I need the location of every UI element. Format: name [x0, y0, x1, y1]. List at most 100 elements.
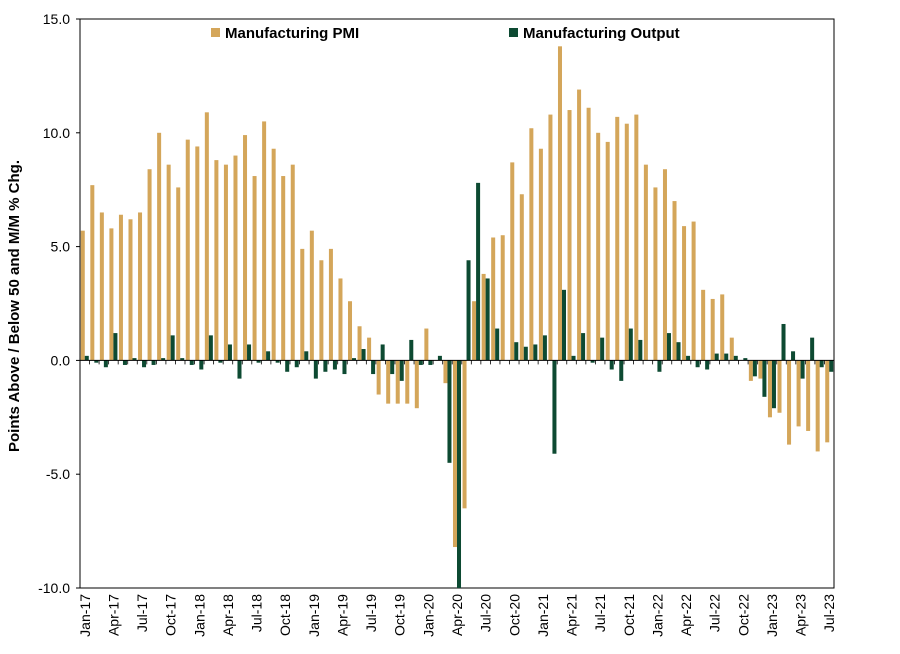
pmi-bar: [672, 201, 677, 361]
pmi-bar: [376, 360, 381, 395]
output-bar: [638, 339, 643, 361]
x-axis: Jan-17 Apr-17 Jul-17 Oct-17 Jan-18 Apr-18 Jul-…: [77, 359, 837, 637]
output-bar: [103, 360, 108, 368]
output-bar: [810, 337, 815, 361]
x-tick-label: Apr-19: [334, 594, 350, 636]
output-bar: [437, 355, 442, 361]
pmi-bar: [567, 110, 572, 361]
x-tick-label: Apr-22: [678, 594, 694, 636]
pmi-bar: [662, 169, 667, 361]
pmi-bar: [691, 221, 696, 361]
legend-label-pmi: Manufacturing PMI: [225, 25, 359, 42]
output-bar: [695, 360, 700, 368]
pmi-bar: [500, 235, 505, 361]
x-tick-label: Jul-18: [249, 594, 265, 632]
output-bar: [237, 360, 242, 379]
output-bar: [208, 335, 213, 361]
output-bar: [819, 360, 824, 368]
pmi-bar: [729, 337, 734, 361]
pmi-bar: [99, 212, 104, 361]
pmi-bar: [481, 273, 486, 361]
pmi-bar: [395, 360, 400, 404]
pmi-bar: [796, 360, 801, 427]
x-tick-label: Apr-23: [793, 594, 809, 636]
output-bar: [380, 344, 385, 361]
output-bar: [399, 360, 404, 381]
pmi-bar: [472, 301, 477, 361]
pmi-bar: [815, 360, 820, 452]
pmi-bar: [586, 107, 591, 361]
output-bar: [485, 278, 490, 361]
pmi-bar: [615, 116, 620, 361]
output-bar: [533, 344, 538, 361]
x-tick-label: Oct-22: [735, 594, 751, 636]
pmi-bar: [300, 248, 305, 361]
pmi-bar: [634, 114, 639, 361]
legend: Manufacturing PMI Manufacturing Output: [211, 25, 680, 42]
pmi-bar: [596, 132, 601, 361]
output-bar: [285, 360, 290, 372]
x-tick-label: Jul-21: [592, 594, 608, 632]
pmi-bar: [519, 194, 524, 361]
output-bar: [304, 351, 309, 361]
output-bar: [752, 360, 757, 377]
output-bar: [666, 333, 671, 361]
pmi-bar: [653, 187, 658, 361]
pmi-bar: [557, 46, 562, 361]
output-bar: [628, 328, 633, 361]
y-tick-label: 0.0: [51, 352, 71, 368]
output-bar: [590, 360, 595, 363]
pmi-bar: [281, 176, 286, 361]
pmi-bar: [223, 164, 228, 361]
y-tick-label: -10.0: [38, 580, 70, 596]
x-tick-label: Apr-17: [105, 594, 121, 636]
output-bar: [151, 360, 156, 365]
pmi-bar: [452, 360, 457, 548]
output-bar: [113, 333, 118, 361]
x-tick-label: Jul-23: [821, 594, 837, 632]
output-bar: [743, 358, 748, 361]
output-bar: [542, 335, 547, 361]
output-bar: [523, 346, 528, 361]
y-axis: -10.0 -5.0 0.0 5.0 10.0 15.0: [38, 11, 80, 596]
pmi-bar: [80, 230, 85, 361]
pmi-bar: [138, 212, 143, 361]
pmi-bar: [338, 278, 343, 361]
pmi-bar: [176, 187, 181, 361]
legend-label-output: Manufacturing Output: [523, 25, 680, 42]
output-bar: [657, 360, 662, 372]
output-bar: [495, 328, 500, 361]
pmi-bar: [548, 114, 553, 361]
output-bar: [771, 360, 776, 409]
output-bar: [256, 360, 261, 363]
output-bar: [609, 360, 614, 370]
output-bar: [676, 342, 681, 361]
x-tick-label: Jul-17: [134, 594, 150, 632]
pmi-bar: [290, 164, 295, 361]
legend-swatch-output: [509, 28, 518, 37]
pmi-bar: [577, 89, 582, 361]
output-bar: [733, 355, 738, 361]
output-bar: [323, 360, 328, 372]
output-bar: [552, 360, 557, 454]
pmi-bar: [710, 298, 715, 361]
pmi-bar: [147, 169, 152, 361]
pmi-bar: [758, 360, 763, 379]
x-tick-label: Jan-18: [191, 594, 207, 637]
output-bar: [247, 344, 252, 361]
output-bar: [390, 360, 395, 375]
pmi-bar: [510, 162, 515, 361]
pmi-bar: [682, 226, 687, 361]
y-axis-title: Points Above / Below 50 and M/M % Chg.: [6, 160, 23, 452]
output-bar: [428, 360, 433, 365]
output-bar: [762, 360, 767, 397]
output-bar: [724, 353, 729, 361]
x-tick-label: Oct-20: [506, 594, 522, 636]
pmi-bar: [605, 141, 610, 361]
pmi-bar: [624, 123, 629, 361]
output-bar: [619, 360, 624, 381]
x-tick-label: Jan-23: [764, 594, 780, 637]
pmi-bar: [309, 230, 314, 361]
output-bar: [561, 289, 566, 361]
